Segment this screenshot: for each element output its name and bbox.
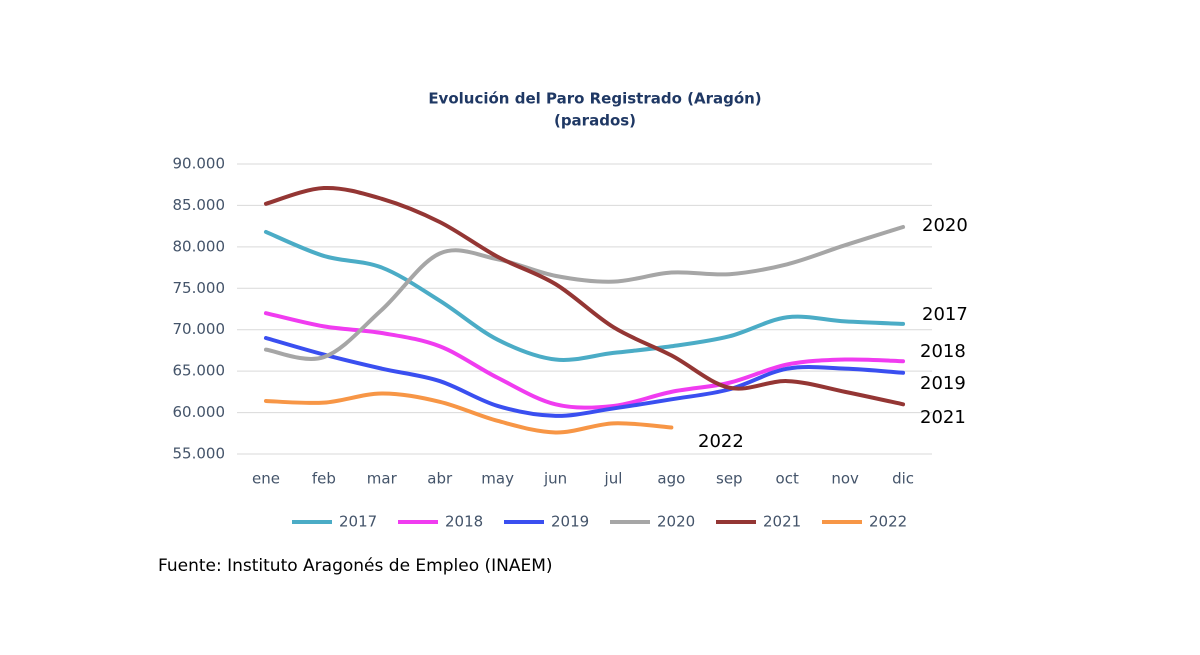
series-end-label: 2017 [922,304,968,325]
x-tick-label: jul [604,470,623,488]
legend-label: 2021 [763,513,801,531]
x-tick-label: sep [716,470,743,488]
legend-label: 2018 [445,513,483,531]
source: Fuente: Instituto Aragonés de Empleo (IN… [158,556,553,576]
legend-label: 2020 [657,513,695,531]
y-tick-label: 65.000 [173,362,226,380]
x-tick-label: ene [252,470,280,488]
y-tick-label: 90.000 [173,155,226,173]
series-line [263,229,906,362]
y-tick-label: 60.000 [173,403,226,421]
series-end-label: 2020 [922,215,968,236]
series-line [263,391,674,435]
legend-label: 2017 [339,513,377,531]
series-end-label: 2021 [920,407,966,428]
x-tick-label: ago [657,470,685,488]
series-line [263,311,906,410]
legend-label: 2019 [551,513,589,531]
y-tick-label: 80.000 [173,237,226,255]
y-tick-label: 55.000 [173,445,226,463]
x-tick-label: oct [776,470,799,488]
series-line [263,186,906,407]
y-tick-label: 70.000 [173,320,226,338]
series-end-label: 2018 [920,341,966,362]
legend-label: 2022 [869,513,907,531]
series-end-label: 2019 [920,373,966,394]
series-line [263,336,906,418]
x-tick-label: abr [427,470,453,488]
x-tick-label: jun [543,470,567,488]
x-tick-label: mar [367,470,398,488]
x-tick-label: dic [892,470,914,488]
chart-subtitle: (parados) [554,112,636,130]
y-tick-label: 75.000 [173,279,226,297]
chart-title: Evolución del Paro Registrado (Aragón) [428,90,761,108]
series-end-label: 2022 [698,431,744,452]
x-tick-label: nov [831,470,859,488]
series-line [263,224,906,361]
y-tick-label: 85.000 [173,196,226,214]
x-tick-label: feb [312,470,336,488]
x-tick-label: may [481,470,514,488]
